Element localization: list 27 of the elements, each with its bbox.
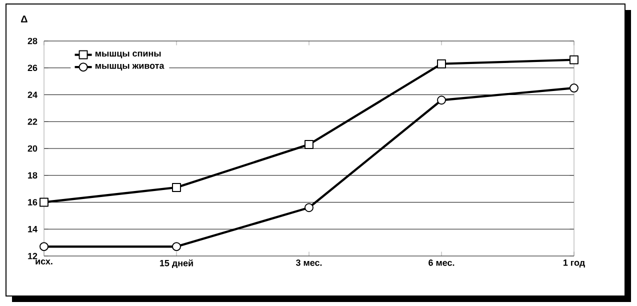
point [40, 198, 48, 207]
legend-label: мышцы живота [96, 64, 164, 71]
point [304, 203, 314, 212]
y-tick-label: 28 [28, 38, 38, 44]
y-tick-label: 24 [28, 92, 38, 98]
y-tick-label: 14 [28, 226, 38, 232]
point [437, 59, 446, 68]
y-axis-title: Δ [21, 16, 28, 22]
point [40, 242, 48, 252]
x-tick-label: 3 мес. [296, 260, 322, 266]
point [304, 140, 314, 149]
y-tick-label: 22 [28, 118, 38, 125]
x-tick-label: 6 мес. [428, 260, 454, 266]
y-tick-label: 18 [28, 172, 38, 179]
point [437, 96, 446, 105]
y-tick-label: 12 [28, 252, 38, 260]
y-tick-label: 20 [28, 145, 38, 152]
y-tick-label: 16 [28, 199, 38, 206]
x-tick-label: 15 дней [160, 260, 193, 268]
point [172, 242, 181, 252]
x-tick-label: 1 год [563, 260, 585, 268]
legend-label: мышцы спины [96, 52, 161, 58]
x-tick-label: исх. [36, 260, 52, 264]
point [570, 55, 578, 64]
point [172, 182, 181, 192]
y-tick-label: 26 [28, 64, 38, 72]
point [570, 84, 578, 93]
